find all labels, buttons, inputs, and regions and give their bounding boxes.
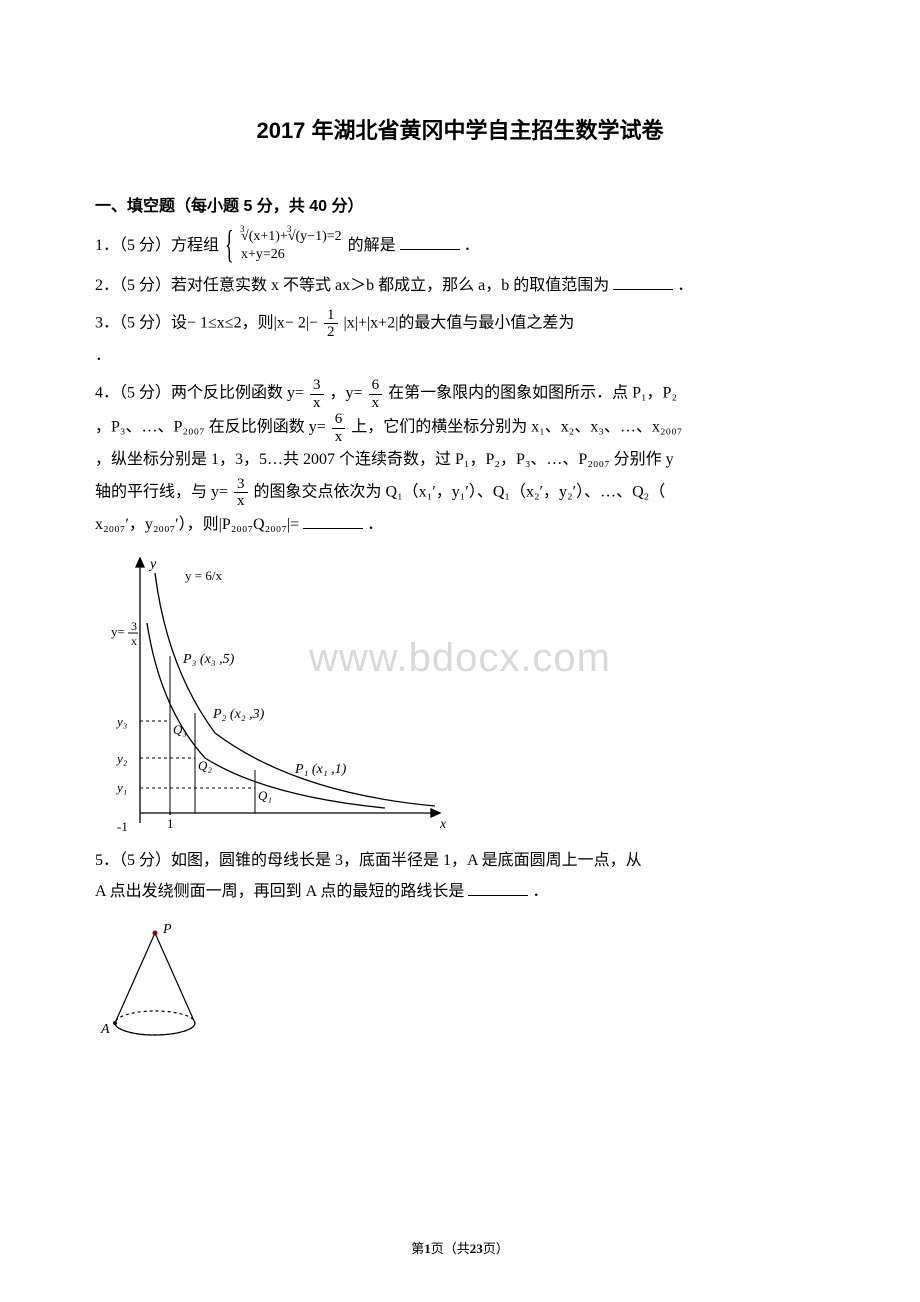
q2-text: 2．（5 分）若对任意实数 x 不等式 ax＞b 都成立，那么 a，b 的取值范… (95, 277, 609, 294)
question-3: 3．（5 分）设− 1≤x≤2，则|x− 2|− 1 2 |x|+|x+2|的最… (95, 307, 825, 371)
q5-figure: P A (95, 915, 825, 1045)
y3-label: y₃ (115, 714, 127, 729)
q3-tail: ． (95, 347, 111, 364)
frac-den: 2 (324, 324, 338, 341)
question-5: 5．（5 分）如图，圆锥的母线长是 3，底面半径是 1，A 是底面圆周上一点，从… (95, 846, 825, 907)
label-3x-n: 3 (131, 619, 137, 633)
q1-prefix: 1．（5 分）方程组 (95, 237, 219, 254)
q5-blank (468, 878, 528, 896)
n: 3 (234, 476, 248, 494)
d: x (332, 429, 346, 446)
q4-l4a: 轴的平行线，与 y= (95, 483, 228, 500)
q4-f1: 3x (310, 377, 324, 411)
cone-p: P (162, 922, 172, 937)
cbrt-rad: √(x+1) (241, 229, 280, 244)
d: x (310, 395, 324, 412)
tick-neg1: -1 (117, 819, 128, 834)
q3-mid: |x|+|x+2|的最大值与最小值之差为 (344, 315, 575, 332)
footer-mid: 页（共 (431, 1241, 470, 1256)
p2-label: P₂ (x₂ ,3) (212, 707, 265, 722)
frac-num: 1 (324, 307, 338, 325)
q4-l1a: 4．（5 分）两个反比例函数 y= (95, 385, 304, 402)
curve-3x (147, 623, 385, 808)
question-2: 2．（5 分）若对任意实数 x 不等式 ax＞b 都成立，那么 a，b 的取值范… (95, 271, 825, 301)
cbrt-idx: 3 (240, 224, 245, 236)
q4-blank (303, 511, 363, 529)
n: 6 (369, 377, 383, 395)
y2-label: y₂ (115, 751, 128, 766)
cone-a: A (100, 1022, 110, 1037)
q2-blank (613, 272, 673, 290)
footer-post: 页） (483, 1241, 509, 1256)
tick-1: 1 (167, 816, 174, 831)
q1-label: Q₁ (258, 788, 272, 803)
q1-eq2: x+y=26 (241, 246, 342, 264)
q4-l2a: ，P₃、…、P₂₀₀₇ 在反比例函数 y= (95, 419, 326, 436)
label-3x-d: x (131, 634, 137, 648)
q1-suffix: 的解是 (348, 237, 396, 254)
q5-l2b: ． (532, 883, 548, 900)
q2-tail: ． (677, 277, 693, 294)
q4-l1c: 在第一象限内的图象如图所示．点 P₁，P₂ (388, 385, 677, 402)
q1-blank (400, 232, 460, 250)
q4-l2b: 上，它们的横坐标分别为 x₁、x₂、x₃、…、x₂₀₀₇ (351, 419, 682, 436)
q4-figure: y x y = 6/x y= 3 x P₃ (x₃ ,5) P₂ (x₂ ,3)… (95, 548, 825, 838)
cbrt-rad2: √(y−1) (288, 229, 327, 244)
q4-f2: 6x (369, 377, 383, 411)
footer-pre: 第 (411, 1241, 424, 1256)
p3-label: P₃ (x₃ ,5) (182, 652, 235, 667)
label-6x: y = 6/x (185, 568, 222, 583)
q4-l4b: 的图象交点依次为 Q₁（x₁′，y₁′）、Q₁（x₂′，y₂′）、…、Q₂（ (254, 483, 666, 500)
cbrt-idx2: 3 (287, 224, 292, 236)
section-heading: 一、填空题（每小题 5 分，共 40 分） (95, 192, 825, 222)
q1-tail: ． (464, 237, 480, 254)
question-4: 4．（5 分）两个反比例函数 y= 3x ，y= 6x 在第一象限内的图象如图所… (95, 377, 825, 540)
q5-l2a: A 点出发绕侧面一周，再回到 A 点的最短的路线长是 (95, 883, 464, 900)
q2-label: Q₂ (198, 758, 212, 773)
label-3x: y= (111, 624, 125, 639)
axis-y-label: y (148, 557, 157, 572)
q4-f3: 6x (332, 411, 346, 445)
q4-f4: 3x (234, 476, 248, 510)
q4-l3: ，纵坐标分别是 1，3，5…共 2007 个连续奇数，过 P₁，P₂，P₃、…、… (95, 451, 674, 468)
d: x (234, 493, 248, 510)
y1-label: y₁ (115, 780, 127, 795)
q5-l1: 5．（5 分）如图，圆锥的母线长是 3，底面半径是 1，A 是底面圆周上一点，从 (95, 852, 642, 869)
page-footer: 第1页（共23页） (0, 1237, 920, 1262)
eq2val: =2 (327, 229, 342, 244)
footer-total: 23 (470, 1241, 483, 1256)
p1-label: P₁ (x₁ ,1) (294, 762, 347, 777)
q3-label: Q₃ (173, 722, 187, 737)
cone-svg: P A (95, 915, 225, 1045)
q4-l5b: ． (367, 516, 383, 533)
chart-svg: y x y = 6/x y= 3 x P₃ (x₃ ,5) P₂ (x₂ ,3)… (95, 548, 455, 838)
d: x (369, 395, 383, 412)
q4-l5a: x₂₀₀₇′，y₂₀₀₇′），则|P₂₀₀₇Q₂₀₀₇|= (95, 516, 299, 533)
axis-x-label: x (439, 817, 447, 832)
page-title: 2017 年湖北省黄冈中学自主招生数学试卷 (95, 110, 825, 152)
q3-frac: 1 2 (324, 307, 338, 341)
q4-l1b: ，y= (330, 385, 363, 402)
n: 3 (310, 377, 324, 395)
q3-pre: 3．（5 分）设− 1≤x≤2，则|x− 2|− (95, 315, 322, 332)
n: 6 (332, 411, 346, 429)
question-1: 1．（5 分）方程组 3√(x+1)+3√(y−1)=2 x+y=26 的解是 … (95, 228, 825, 264)
q1-system: 3√(x+1)+3√(y−1)=2 x+y=26 (225, 228, 342, 264)
